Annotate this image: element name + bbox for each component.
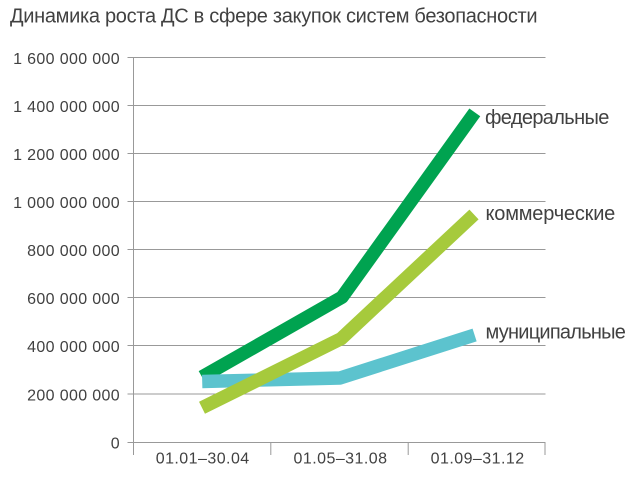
svg-text:1 000 000 000: 1 000 000 000 bbox=[13, 195, 120, 212]
svg-text:01.09–31.12: 01.09–31.12 bbox=[431, 451, 525, 468]
svg-text:01.01–30.04: 01.01–30.04 bbox=[156, 451, 250, 468]
svg-text:200 000 000: 200 000 000 bbox=[27, 388, 120, 405]
svg-text:600 000 000: 600 000 000 bbox=[27, 291, 120, 308]
svg-text:400 000 000: 400 000 000 bbox=[27, 339, 120, 356]
svg-text:Динамика роста ДС в сфере заку: Динамика роста ДС в сфере закупок систем… bbox=[10, 6, 537, 28]
svg-text:1 400 000 000: 1 400 000 000 bbox=[13, 99, 120, 116]
svg-text:муниципальные: муниципальные bbox=[486, 321, 626, 343]
svg-text:федеральные: федеральные bbox=[485, 107, 609, 129]
svg-text:800 000 000: 800 000 000 bbox=[27, 243, 120, 260]
svg-text:коммерческие: коммерческие bbox=[486, 203, 616, 225]
svg-text:01.05–31.08: 01.05–31.08 bbox=[294, 451, 388, 468]
svg-text:1 200 000 000: 1 200 000 000 bbox=[13, 147, 120, 164]
svg-text:1 600 000 000: 1 600 000 000 bbox=[13, 51, 120, 68]
svg-text:0: 0 bbox=[111, 436, 120, 453]
